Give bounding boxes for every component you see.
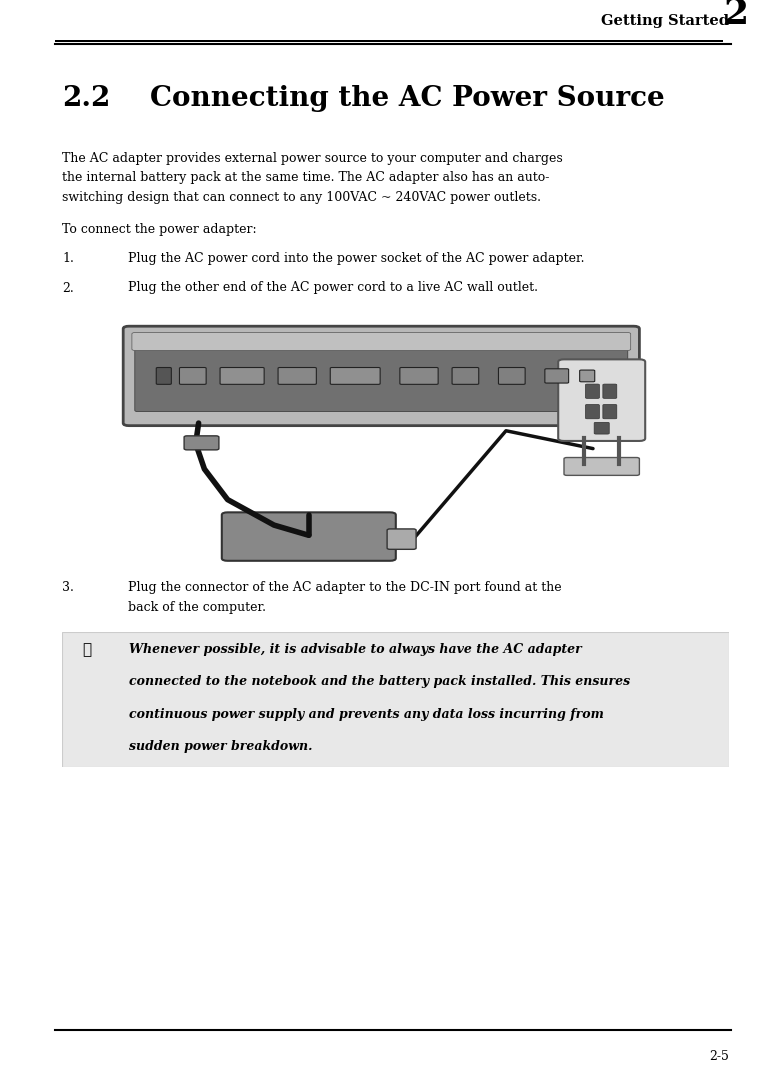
- FancyBboxPatch shape: [132, 333, 631, 350]
- Text: continuous power supply and prevents any data loss incurring from: continuous power supply and prevents any…: [129, 707, 603, 720]
- Text: sudden power breakdown.: sudden power breakdown.: [129, 740, 312, 754]
- FancyBboxPatch shape: [585, 404, 600, 418]
- FancyBboxPatch shape: [156, 368, 171, 385]
- FancyBboxPatch shape: [184, 436, 219, 450]
- Text: Plug the AC power cord into the power socket of the AC power adapter.: Plug the AC power cord into the power so…: [128, 252, 584, 265]
- Text: Getting Started: Getting Started: [601, 14, 729, 28]
- FancyBboxPatch shape: [564, 457, 639, 475]
- Text: 2.2: 2.2: [62, 85, 110, 112]
- FancyBboxPatch shape: [123, 327, 639, 426]
- FancyBboxPatch shape: [220, 368, 264, 385]
- FancyBboxPatch shape: [545, 369, 568, 383]
- Text: The AC adapter provides external power source to your computer and charges: The AC adapter provides external power s…: [62, 152, 562, 165]
- FancyBboxPatch shape: [278, 368, 317, 385]
- FancyBboxPatch shape: [330, 368, 380, 385]
- FancyBboxPatch shape: [585, 384, 600, 399]
- Text: Whenever possible, it is advisable to always have the AC adapter: Whenever possible, it is advisable to al…: [129, 642, 581, 655]
- Text: switching design that can connect to any 100VAC ~ 240VAC power outlets.: switching design that can connect to any…: [62, 191, 541, 204]
- FancyBboxPatch shape: [603, 404, 616, 418]
- Text: ☞: ☞: [82, 642, 91, 657]
- FancyBboxPatch shape: [580, 370, 595, 382]
- Text: back of the computer.: back of the computer.: [128, 600, 266, 613]
- Text: Connecting the AC Power Source: Connecting the AC Power Source: [150, 85, 665, 112]
- Text: 2.: 2.: [62, 281, 74, 294]
- FancyBboxPatch shape: [559, 359, 645, 441]
- Text: 3.: 3.: [62, 581, 74, 594]
- FancyBboxPatch shape: [452, 368, 479, 385]
- Text: Plug the connector of the AC adapter to the DC-IN port found at the: Plug the connector of the AC adapter to …: [128, 581, 562, 594]
- Text: 2-5: 2-5: [709, 1050, 729, 1063]
- FancyBboxPatch shape: [135, 341, 628, 412]
- FancyBboxPatch shape: [180, 368, 206, 385]
- Text: To connect the power adapter:: To connect the power adapter:: [62, 222, 256, 235]
- Text: 1.: 1.: [62, 252, 74, 265]
- FancyBboxPatch shape: [221, 512, 396, 561]
- FancyBboxPatch shape: [62, 632, 729, 768]
- FancyBboxPatch shape: [603, 384, 616, 399]
- FancyBboxPatch shape: [594, 423, 610, 434]
- FancyBboxPatch shape: [498, 368, 525, 385]
- FancyBboxPatch shape: [387, 529, 416, 550]
- Text: 2: 2: [724, 0, 749, 31]
- Text: connected to the notebook and the battery pack installed. This ensures: connected to the notebook and the batter…: [129, 675, 630, 688]
- Text: the internal battery pack at the same time. The AC adapter also has an auto-: the internal battery pack at the same ti…: [62, 171, 549, 184]
- Text: Plug the other end of the AC power cord to a live AC wall outlet.: Plug the other end of the AC power cord …: [128, 281, 538, 294]
- FancyBboxPatch shape: [400, 368, 438, 385]
